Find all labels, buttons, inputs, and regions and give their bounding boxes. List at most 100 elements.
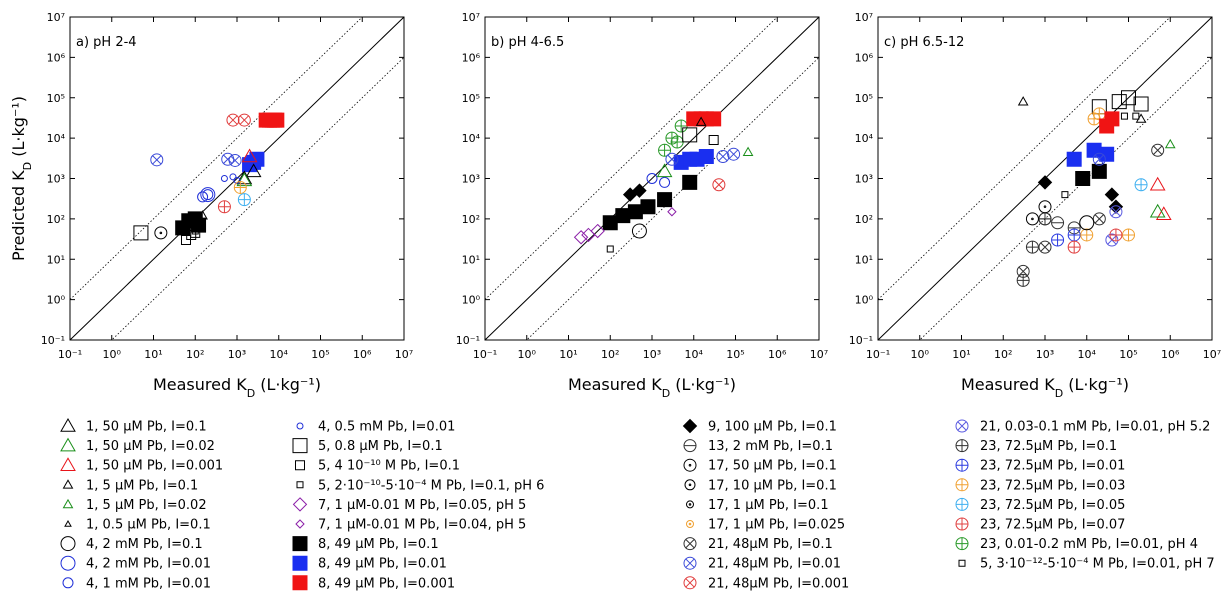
data-point (1025, 240, 1039, 254)
x-tick-label: 10⁶ (1161, 348, 1180, 361)
data-point (1132, 112, 1140, 120)
y-tick-label: 10⁵ (855, 92, 873, 105)
data-point (1067, 221, 1081, 235)
data-point (1121, 90, 1136, 106)
legend-marker (686, 520, 695, 528)
data-point (1051, 233, 1065, 247)
legend-label: 23, 72.5μM Pb, I=0.05 (980, 498, 1125, 513)
data-point (236, 170, 253, 185)
data-point (1038, 240, 1052, 254)
points (573, 111, 754, 253)
axis-label-part: (L·kg⁻¹) (255, 375, 321, 394)
y-tick-label: 10³ (855, 173, 873, 186)
y-tick-label: 10⁻¹ (456, 334, 480, 347)
legend-label: 17, 10 μM Pb, I=0.1 (708, 478, 837, 493)
y-tick-label: 10⁶ (47, 51, 66, 64)
legend-marker (60, 457, 76, 471)
data-point (606, 245, 614, 253)
data-point (233, 180, 247, 194)
x-tick-label: 10² (186, 348, 204, 361)
legend-marker (683, 439, 697, 453)
data-point (682, 174, 698, 190)
legend-marker (955, 458, 969, 472)
points (133, 112, 285, 245)
data-point (133, 225, 149, 241)
legend-label: 23, 72.5μM Pb, I=0.03 (980, 478, 1125, 493)
data-point (1025, 212, 1039, 226)
x-tick-label: 10² (994, 348, 1012, 361)
data-point (1099, 146, 1115, 162)
legend: 1, 50 μM Pb, I=0.1 1, 50 μM Pb, I=0.02 1, … (60, 417, 1215, 591)
data-point (180, 234, 191, 245)
data-point (1038, 200, 1052, 214)
data-point (1120, 112, 1128, 120)
axis-label-part: D (247, 387, 255, 400)
panel-title: a) pH 2-4 (76, 35, 137, 50)
x-tick-label: 10² (601, 348, 619, 361)
legend-label: 21, 48μM Pb, I=0.001 (708, 576, 849, 591)
data-point (1087, 112, 1101, 126)
legend-label: 5, 4 10⁻¹⁰ M Pb, I=0.1 (318, 459, 460, 474)
axis-label-part: (L·kg⁻¹) (1063, 375, 1129, 394)
y-tick-label: 10⁴ (855, 132, 874, 145)
data-point (202, 189, 214, 200)
y-tick-label: 10² (47, 213, 65, 226)
data-point (1092, 212, 1106, 226)
data-point (646, 173, 658, 184)
legend-label: 21, 48μM Pb, I=0.01 (708, 557, 841, 572)
reference-line (70, 17, 363, 300)
data-point (241, 148, 258, 163)
x-tick-label: 10¹ (952, 348, 970, 361)
legend-marker (62, 479, 74, 489)
data-point (1135, 113, 1147, 123)
data-point (708, 134, 719, 145)
data-point (615, 208, 631, 224)
legend-label: 17, 50 μM Pb, I=0.1 (708, 459, 837, 474)
legend-label: 1, 50 μM Pb, I=0.02 (86, 439, 215, 454)
legend-label: 4, 0.5 mM Pb, I=0.01 (318, 420, 455, 435)
y-tick-label: 10¹ (855, 253, 873, 266)
data-point (197, 210, 208, 220)
data-point (1066, 151, 1082, 167)
legend-label: 1, 50 μM Pb, I=0.001 (86, 459, 223, 474)
y-tick-label: 10⁰ (462, 294, 481, 307)
legend-label: 7, 1 μM-0.01 M Pb, I=0.05, pH 5 (318, 498, 526, 513)
data-point (1079, 215, 1095, 231)
data-point (1149, 176, 1166, 191)
legend-label: 21, 48μM Pb, I=0.1 (708, 537, 833, 552)
data-point (670, 135, 684, 149)
data-point (236, 172, 253, 187)
legend-label: 1, 5 μM Pb, I=0.1 (86, 478, 198, 493)
y-tick-label: 10⁴ (462, 132, 481, 145)
data-point (1155, 206, 1172, 221)
legend-label: 23, 72.5μM Pb, I=0.1 (980, 439, 1117, 454)
data-point (1149, 203, 1166, 218)
legend-label: 1, 50 μM Pb, I=0.1 (86, 420, 207, 435)
data-point (1016, 273, 1030, 287)
data-point (220, 175, 228, 182)
x-tick-label: 10⁻¹ (473, 348, 497, 361)
y-tick-label: 10¹ (462, 253, 480, 266)
legend-marker (292, 438, 308, 454)
x-tick-label: 10⁷ (395, 348, 413, 361)
legend-label: 9, 100 μM Pb, I=0.1 (708, 420, 837, 435)
y-tick-label: 10⁶ (462, 51, 481, 64)
data-point (197, 191, 209, 203)
legend-marker (295, 519, 305, 529)
legend-marker (292, 555, 308, 571)
data-point (191, 227, 199, 235)
data-point (658, 143, 672, 157)
y-tick-label: 10⁴ (47, 132, 66, 145)
data-point (1017, 96, 1029, 106)
data-point (233, 176, 241, 184)
y-tick-label: 10⁻¹ (849, 334, 873, 347)
data-point (695, 116, 707, 126)
data-point (631, 223, 647, 239)
data-point (1122, 228, 1136, 242)
x-tick-label: 10⁷ (1203, 348, 1221, 361)
legend-label: 1, 5 μM Pb, I=0.02 (86, 498, 207, 513)
data-point (228, 153, 242, 167)
x-tick-label: 10⁵ (311, 348, 329, 361)
data-point (602, 215, 618, 231)
